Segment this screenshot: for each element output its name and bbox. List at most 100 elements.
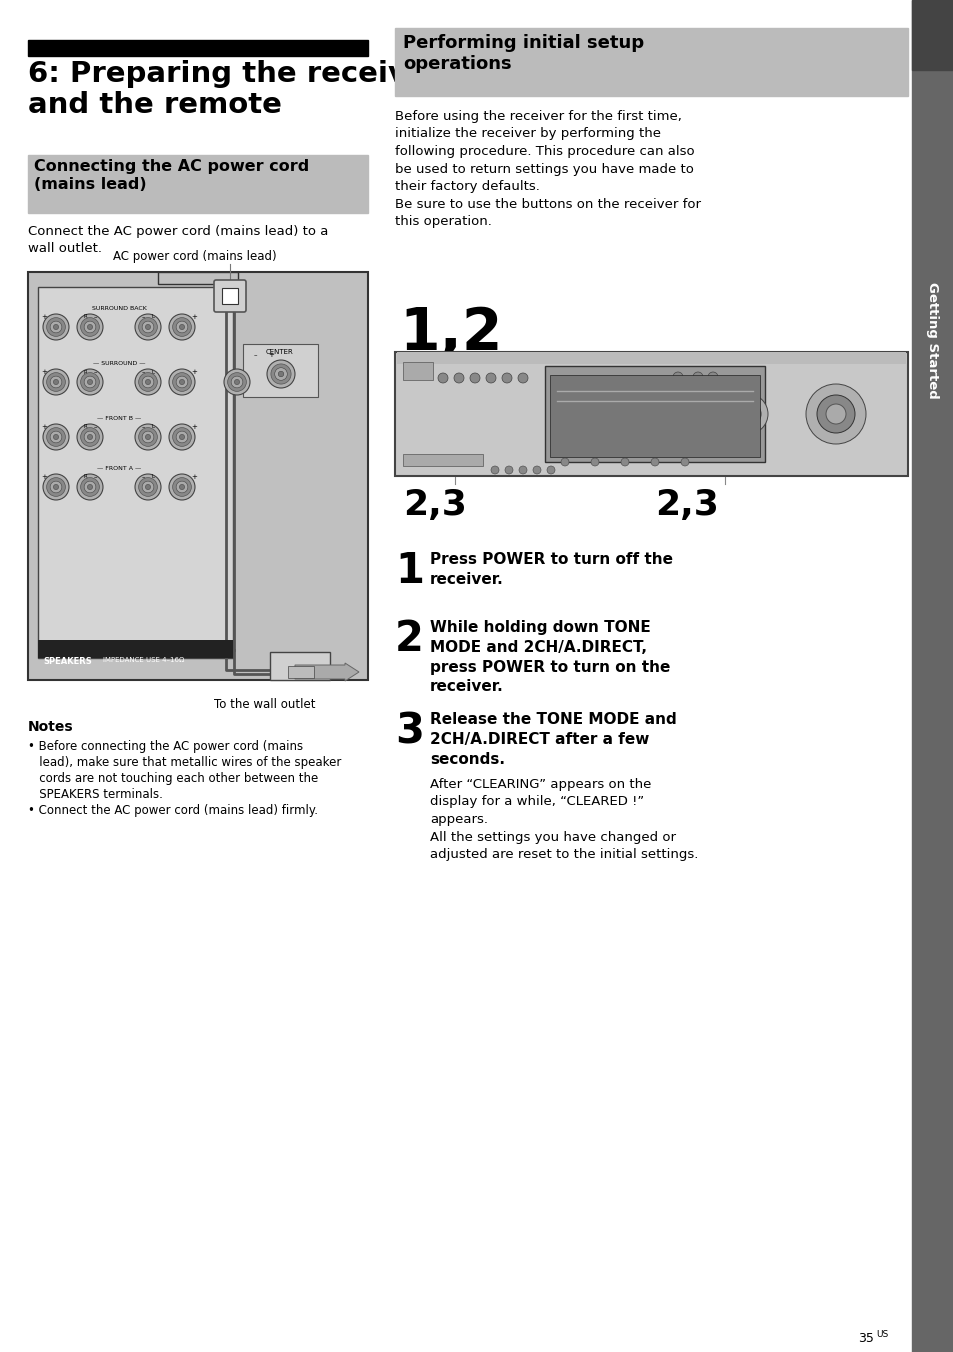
Circle shape [169, 369, 194, 395]
Text: cords are not touching each other between the: cords are not touching each other betwee… [28, 772, 318, 786]
Text: IMPEDANCE USE 4–16Ω: IMPEDANCE USE 4–16Ω [103, 657, 184, 662]
Text: R: R [83, 475, 87, 480]
Text: US: US [875, 1330, 887, 1338]
Text: 6: Preparing the receiver
and the remote: 6: Preparing the receiver and the remote [28, 59, 440, 119]
Text: –: – [93, 369, 96, 375]
Bar [544, 366, 764, 462]
Circle shape [138, 318, 157, 337]
Text: +: + [191, 369, 196, 375]
Circle shape [517, 373, 527, 383]
Circle shape [142, 481, 153, 493]
Circle shape [546, 466, 555, 475]
Circle shape [228, 373, 246, 391]
Bar [395, 28, 907, 96]
Circle shape [142, 376, 153, 388]
Text: +: + [41, 314, 47, 320]
Circle shape [53, 324, 58, 330]
Bar [158, 272, 237, 284]
Circle shape [169, 314, 194, 339]
Circle shape [590, 458, 598, 466]
Bar [243, 343, 317, 397]
Circle shape [172, 373, 192, 391]
Text: L: L [152, 475, 154, 480]
Circle shape [176, 431, 188, 443]
Circle shape [172, 477, 192, 496]
Circle shape [51, 322, 62, 333]
Circle shape [138, 427, 157, 446]
Circle shape [274, 368, 287, 380]
Text: SPEAKERS: SPEAKERS [43, 657, 91, 667]
Bar [402, 454, 482, 466]
Circle shape [692, 372, 702, 383]
Text: +: + [191, 314, 196, 320]
Circle shape [84, 481, 95, 493]
Circle shape [437, 373, 448, 383]
Text: L: L [152, 315, 154, 319]
Bar [28, 41, 368, 55]
Text: — FRONT A —: — FRONT A — [97, 466, 141, 470]
Text: Performing initial setup
operations: Performing initial setup operations [402, 34, 643, 73]
Circle shape [84, 322, 95, 333]
Text: 2,3: 2,3 [402, 488, 466, 522]
Circle shape [88, 380, 92, 384]
Text: –: – [93, 314, 96, 320]
Text: +: + [268, 352, 274, 358]
Circle shape [138, 373, 157, 391]
Text: –: – [141, 425, 145, 430]
Circle shape [491, 466, 498, 475]
Circle shape [825, 404, 845, 425]
Circle shape [51, 481, 62, 493]
Bar [911, 0, 953, 1352]
Text: R: R [83, 315, 87, 319]
Circle shape [454, 373, 463, 383]
Circle shape [485, 373, 496, 383]
Circle shape [53, 484, 58, 489]
Circle shape [179, 380, 185, 384]
Circle shape [740, 407, 754, 420]
Circle shape [53, 380, 58, 384]
Circle shape [224, 369, 250, 395]
Circle shape [672, 372, 682, 383]
Bar [28, 272, 368, 680]
Text: –: – [253, 352, 256, 358]
Circle shape [77, 475, 103, 500]
Text: — FRONT B —: — FRONT B — [97, 416, 141, 420]
Circle shape [560, 458, 568, 466]
Circle shape [47, 427, 66, 446]
Circle shape [727, 393, 767, 434]
Text: Release the TONE MODE and
2CH/A.DIRECT after a few
seconds.: Release the TONE MODE and 2CH/A.DIRECT a… [430, 713, 676, 767]
Circle shape [172, 427, 192, 446]
Circle shape [179, 324, 185, 330]
Circle shape [47, 477, 66, 496]
Text: Press POWER to turn off the
receiver.: Press POWER to turn off the receiver. [430, 552, 672, 587]
Circle shape [805, 384, 865, 443]
Circle shape [145, 324, 151, 330]
Bar [911, 0, 953, 70]
Bar [38, 639, 233, 658]
Circle shape [145, 434, 151, 439]
Text: Before using the receiver for the first time,
initialize the receiver by perform: Before using the receiver for the first … [395, 110, 700, 228]
Circle shape [81, 477, 99, 496]
Circle shape [169, 425, 194, 450]
FancyArrow shape [294, 662, 358, 681]
Circle shape [77, 425, 103, 450]
Bar [550, 375, 760, 457]
Text: Connecting the AC power cord
(mains lead): Connecting the AC power cord (mains lead… [34, 160, 309, 192]
Text: CENTER: CENTER [265, 349, 293, 356]
Circle shape [518, 466, 526, 475]
Text: AC power cord (mains lead): AC power cord (mains lead) [113, 250, 276, 264]
Circle shape [84, 431, 95, 443]
Circle shape [135, 369, 161, 395]
Circle shape [169, 475, 194, 500]
Bar [270, 652, 330, 680]
Circle shape [135, 425, 161, 450]
Bar [288, 667, 314, 677]
Text: –: – [93, 475, 96, 480]
Bar [222, 288, 237, 304]
Circle shape [43, 369, 69, 395]
Circle shape [620, 458, 628, 466]
Circle shape [135, 314, 161, 339]
Circle shape [51, 431, 62, 443]
Circle shape [504, 466, 513, 475]
Text: 3: 3 [395, 710, 423, 752]
